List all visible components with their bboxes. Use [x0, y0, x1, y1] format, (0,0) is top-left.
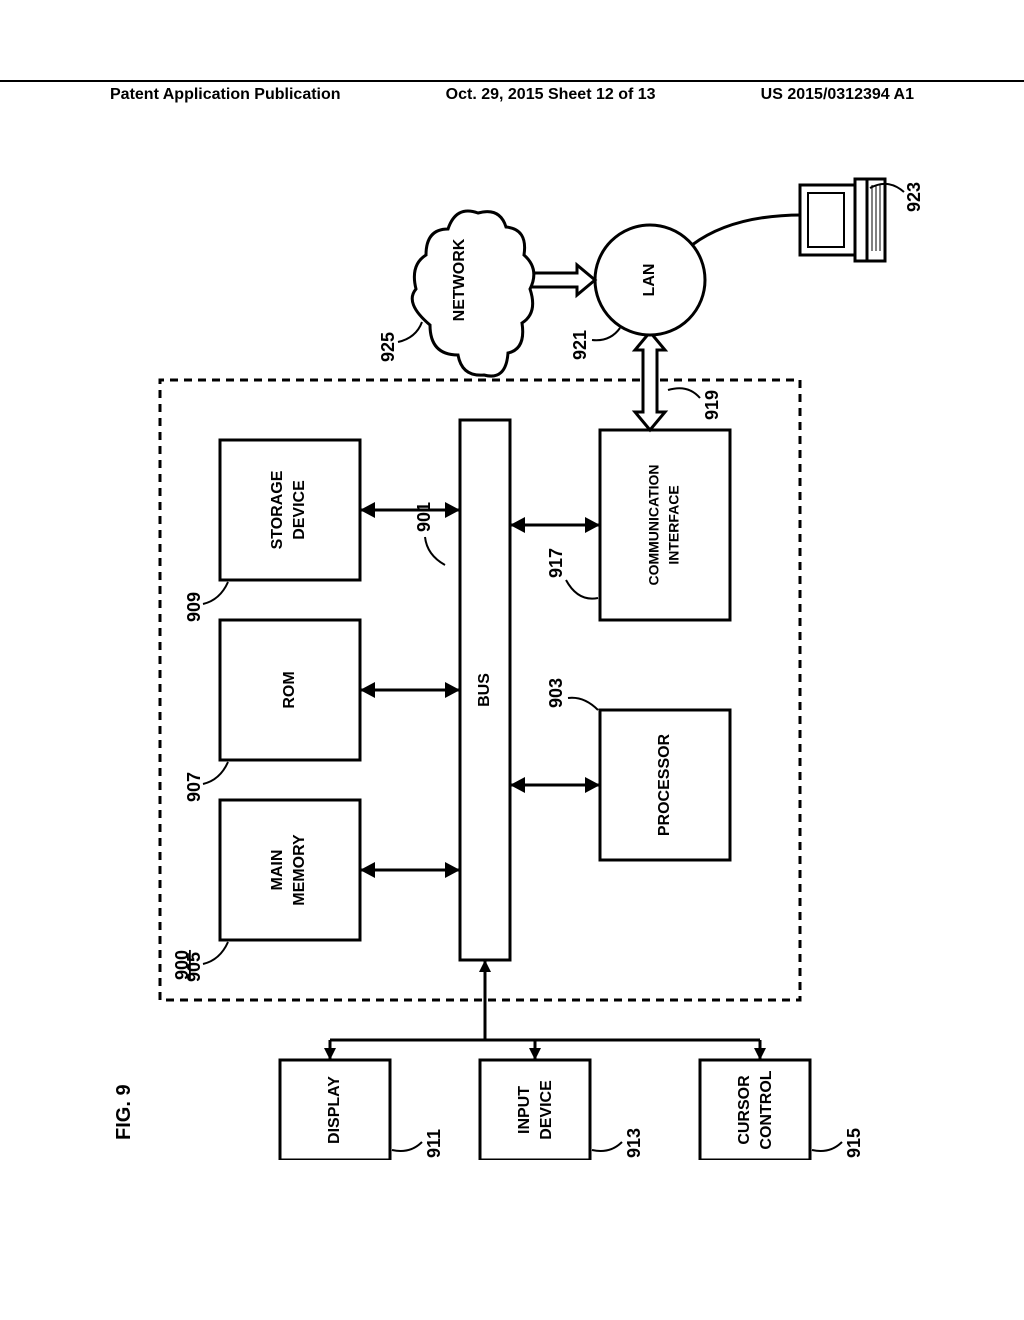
lan-ref-lead: [592, 328, 620, 340]
main-memory-ref-lead: [203, 942, 228, 964]
comm-label2: INTERFACE: [666, 485, 682, 564]
main-memory-bus-arrow: [360, 862, 460, 878]
network-cloud: [412, 211, 534, 376]
display-ref: 911: [424, 1129, 444, 1158]
rom-ref-lead: [203, 762, 228, 784]
comm-ref: 917: [546, 548, 566, 578]
processor-bus-arrow: [510, 777, 600, 793]
storage-label1: STORAGE: [269, 470, 286, 549]
display-label: DISPLAY: [326, 1076, 343, 1144]
main-memory-label2: MEMORY: [291, 834, 308, 906]
bus-label: BUS: [476, 673, 493, 707]
lan-label: LAN: [641, 264, 658, 297]
display-arrowhead: [324, 1048, 336, 1060]
main-memory-block: [220, 800, 360, 940]
storage-label2: DEVICE: [291, 480, 308, 540]
figure-title: FIG. 9: [113, 1084, 135, 1140]
diagram-svg: FIG. 9 900 BUS 901 MAIN MEMORY 905: [100, 160, 924, 1160]
page: Patent Application Publication Oct. 29, …: [0, 0, 1024, 1320]
figure-9-diagram: FIG. 9 900 BUS 901 MAIN MEMORY 905: [100, 160, 924, 1160]
lan-host-link: [692, 215, 802, 245]
comm-ref-lead: [566, 580, 598, 599]
input-label1: INPUT: [516, 1086, 533, 1134]
header-right: US 2015/0312394 A1: [761, 86, 914, 104]
storage-ref: 909: [184, 592, 204, 622]
cursor-label1: CURSOR: [736, 1075, 753, 1145]
page-header: Patent Application Publication Oct. 29, …: [0, 80, 1024, 104]
input-ref: 913: [624, 1128, 644, 1158]
storage-block: [220, 440, 360, 580]
network-ref-lead: [398, 322, 422, 342]
bus-trunk-arrowhead: [479, 960, 491, 972]
processor-ref: 903: [546, 678, 566, 708]
input-arrowhead: [529, 1048, 541, 1060]
host-computer-icon: [800, 179, 885, 261]
cursor-control-block: [700, 1060, 810, 1160]
input-label2: DEVICE: [538, 1080, 555, 1140]
comm-label1: COMMUNICATION: [646, 464, 662, 585]
processor-ref-lead: [568, 698, 598, 710]
input-device-block: [480, 1060, 590, 1160]
header-center: Oct. 29, 2015 Sheet 12 of 13: [446, 86, 656, 104]
main-memory-ref: 905: [184, 952, 204, 982]
storage-ref-lead: [203, 582, 228, 604]
input-ref-lead: [592, 1142, 622, 1151]
rom-label: ROM: [281, 671, 298, 708]
processor-label: PROCESSOR: [656, 733, 673, 836]
comm-bus-arrow: [510, 517, 600, 533]
main-memory-label1: MAIN: [269, 850, 286, 891]
bus-ref: 901: [414, 502, 434, 532]
network-ref: 925: [378, 332, 398, 362]
rom-ref: 907: [184, 772, 204, 802]
comm-link-ref-lead: [668, 388, 700, 398]
host-ref: 923: [904, 182, 924, 212]
cursor-arrowhead: [754, 1048, 766, 1060]
cursor-ref-lead: [812, 1142, 842, 1151]
bus-ref-lead: [425, 537, 445, 565]
cursor-label2: CONTROL: [758, 1070, 775, 1149]
display-ref-lead: [392, 1142, 422, 1151]
header-left: Patent Application Publication: [110, 86, 341, 104]
lan-ref: 921: [570, 330, 590, 360]
rom-bus-arrow: [360, 682, 460, 698]
cursor-ref: 915: [844, 1128, 864, 1158]
storage-bus-arrow: [360, 502, 460, 518]
comm-link-ref: 919: [702, 390, 722, 420]
network-label: NETWORK: [451, 238, 468, 321]
